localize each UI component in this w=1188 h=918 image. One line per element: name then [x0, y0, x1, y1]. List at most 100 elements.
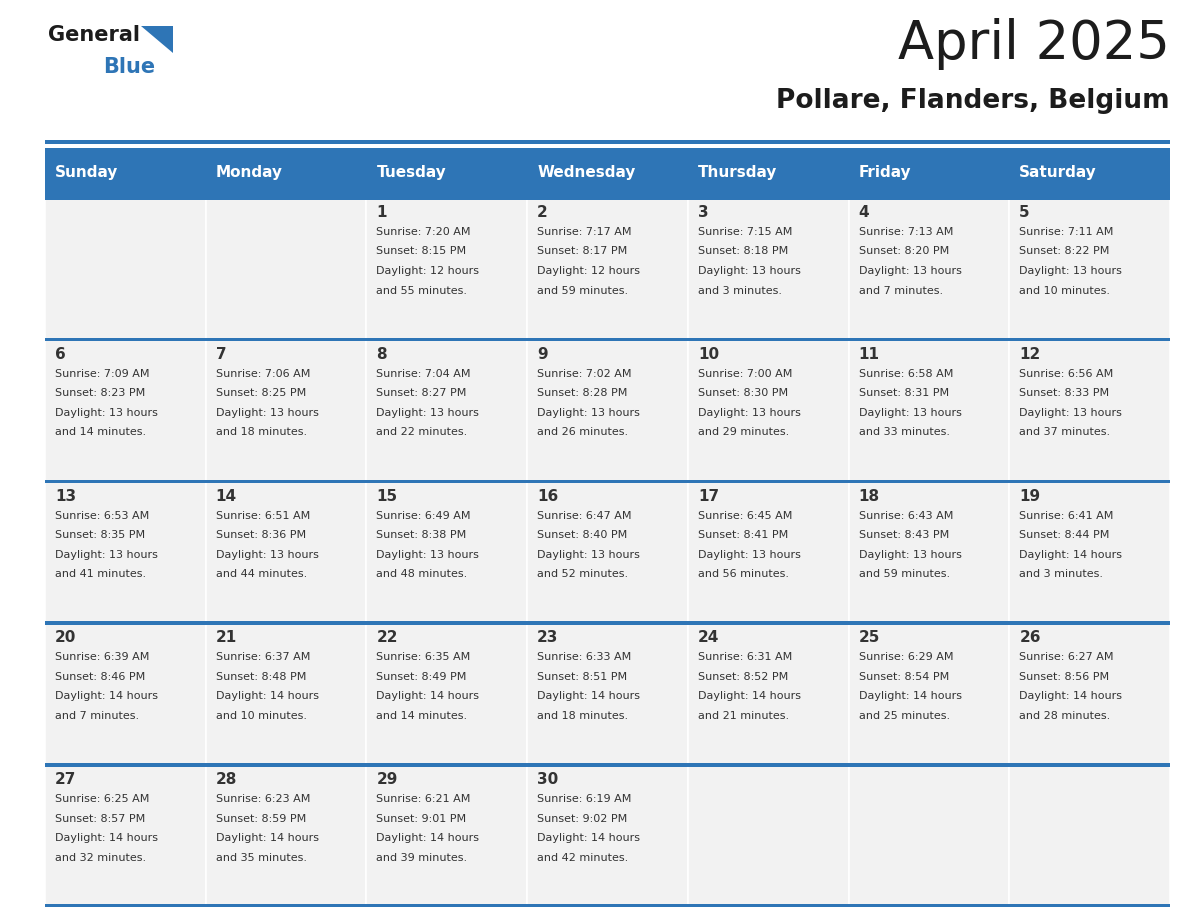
- Text: Friday: Friday: [859, 165, 911, 180]
- Text: and 26 minutes.: and 26 minutes.: [537, 427, 628, 437]
- Text: Daylight: 14 hours: Daylight: 14 hours: [377, 691, 480, 701]
- Bar: [45, 764, 206, 906]
- Text: Daylight: 13 hours: Daylight: 13 hours: [55, 550, 158, 560]
- Text: Sunset: 8:20 PM: Sunset: 8:20 PM: [859, 247, 949, 256]
- Text: and 7 minutes.: and 7 minutes.: [859, 285, 943, 296]
- Text: Sunrise: 6:47 AM: Sunrise: 6:47 AM: [537, 510, 632, 521]
- Text: 9: 9: [537, 347, 548, 362]
- Text: Sunset: 8:15 PM: Sunset: 8:15 PM: [377, 247, 467, 256]
- Text: 14: 14: [216, 488, 236, 504]
- Bar: [366, 622, 527, 764]
- Text: 29: 29: [377, 772, 398, 788]
- Text: 8: 8: [377, 347, 387, 362]
- Text: and 42 minutes.: and 42 minutes.: [537, 853, 628, 863]
- Bar: [848, 481, 1010, 622]
- Text: Pollare, Flanders, Belgium: Pollare, Flanders, Belgium: [777, 88, 1170, 114]
- Text: Sunset: 8:22 PM: Sunset: 8:22 PM: [1019, 247, 1110, 256]
- Text: Sunrise: 7:17 AM: Sunrise: 7:17 AM: [537, 227, 632, 237]
- Text: Saturday: Saturday: [1019, 165, 1097, 180]
- Bar: [45, 196, 1170, 199]
- Text: Sunset: 8:30 PM: Sunset: 8:30 PM: [697, 388, 788, 398]
- Text: Sunrise: 6:21 AM: Sunrise: 6:21 AM: [377, 794, 470, 804]
- Text: 19: 19: [1019, 488, 1041, 504]
- Text: Sunrise: 6:37 AM: Sunrise: 6:37 AM: [216, 653, 310, 663]
- Text: Sunrise: 7:09 AM: Sunrise: 7:09 AM: [55, 369, 150, 379]
- Text: Daylight: 14 hours: Daylight: 14 hours: [55, 834, 158, 844]
- Text: Sunset: 8:57 PM: Sunset: 8:57 PM: [55, 813, 145, 823]
- Text: Daylight: 13 hours: Daylight: 13 hours: [377, 550, 479, 560]
- Text: and 33 minutes.: and 33 minutes.: [859, 427, 949, 437]
- Bar: [1010, 197, 1170, 339]
- Text: Daylight: 12 hours: Daylight: 12 hours: [537, 266, 640, 276]
- Text: Daylight: 13 hours: Daylight: 13 hours: [859, 408, 961, 418]
- Text: and 41 minutes.: and 41 minutes.: [55, 569, 146, 579]
- Text: Daylight: 13 hours: Daylight: 13 hours: [377, 408, 479, 418]
- Text: and 32 minutes.: and 32 minutes.: [55, 853, 146, 863]
- Text: Sunrise: 6:56 AM: Sunrise: 6:56 AM: [1019, 369, 1113, 379]
- Bar: [848, 148, 1010, 197]
- Text: 7: 7: [216, 347, 227, 362]
- Text: and 7 minutes.: and 7 minutes.: [55, 711, 139, 721]
- Text: Daylight: 13 hours: Daylight: 13 hours: [1019, 408, 1123, 418]
- Text: and 37 minutes.: and 37 minutes.: [1019, 427, 1111, 437]
- Bar: [527, 481, 688, 622]
- Text: Sunrise: 6:41 AM: Sunrise: 6:41 AM: [1019, 510, 1113, 521]
- Text: 4: 4: [859, 205, 870, 220]
- Text: Sunrise: 6:35 AM: Sunrise: 6:35 AM: [377, 653, 470, 663]
- Text: and 21 minutes.: and 21 minutes.: [697, 711, 789, 721]
- Text: Sunrise: 7:00 AM: Sunrise: 7:00 AM: [697, 369, 792, 379]
- Text: 2: 2: [537, 205, 548, 220]
- Text: and 25 minutes.: and 25 minutes.: [859, 711, 949, 721]
- Text: 22: 22: [377, 631, 398, 645]
- Text: Daylight: 14 hours: Daylight: 14 hours: [377, 834, 480, 844]
- Text: Daylight: 12 hours: Daylight: 12 hours: [377, 266, 480, 276]
- Text: Daylight: 13 hours: Daylight: 13 hours: [859, 266, 961, 276]
- Text: Sunrise: 6:39 AM: Sunrise: 6:39 AM: [55, 653, 150, 663]
- Text: Sunset: 8:17 PM: Sunset: 8:17 PM: [537, 247, 627, 256]
- Text: Sunset: 8:38 PM: Sunset: 8:38 PM: [377, 530, 467, 540]
- Text: and 52 minutes.: and 52 minutes.: [537, 569, 628, 579]
- Text: Daylight: 14 hours: Daylight: 14 hours: [55, 691, 158, 701]
- Text: April 2025: April 2025: [898, 18, 1170, 70]
- Text: and 10 minutes.: and 10 minutes.: [216, 711, 307, 721]
- Text: Sunset: 8:35 PM: Sunset: 8:35 PM: [55, 530, 145, 540]
- Text: Sunrise: 6:43 AM: Sunrise: 6:43 AM: [859, 510, 953, 521]
- Text: Daylight: 13 hours: Daylight: 13 hours: [1019, 266, 1123, 276]
- Text: Sunset: 8:36 PM: Sunset: 8:36 PM: [216, 530, 305, 540]
- Bar: [45, 479, 1170, 483]
- Text: 17: 17: [697, 488, 719, 504]
- Text: Sunset: 8:48 PM: Sunset: 8:48 PM: [216, 672, 307, 682]
- Text: and 56 minutes.: and 56 minutes.: [697, 569, 789, 579]
- Text: Daylight: 13 hours: Daylight: 13 hours: [55, 408, 158, 418]
- Text: and 35 minutes.: and 35 minutes.: [216, 853, 307, 863]
- Bar: [1010, 481, 1170, 622]
- Bar: [45, 148, 206, 197]
- Text: 20: 20: [55, 631, 76, 645]
- Text: Sunset: 8:40 PM: Sunset: 8:40 PM: [537, 530, 627, 540]
- Text: Sunset: 8:59 PM: Sunset: 8:59 PM: [216, 813, 307, 823]
- Text: Sunrise: 7:15 AM: Sunrise: 7:15 AM: [697, 227, 792, 237]
- Text: 6: 6: [55, 347, 65, 362]
- Text: and 44 minutes.: and 44 minutes.: [216, 569, 307, 579]
- Bar: [206, 339, 366, 481]
- Text: 21: 21: [216, 631, 236, 645]
- Text: 25: 25: [859, 631, 880, 645]
- Text: Sunrise: 6:27 AM: Sunrise: 6:27 AM: [1019, 653, 1114, 663]
- Text: Sunset: 9:01 PM: Sunset: 9:01 PM: [377, 813, 467, 823]
- Bar: [366, 481, 527, 622]
- Text: Sunday: Sunday: [55, 165, 119, 180]
- Bar: [206, 197, 366, 339]
- Text: Sunrise: 6:45 AM: Sunrise: 6:45 AM: [697, 510, 792, 521]
- Text: Sunrise: 7:02 AM: Sunrise: 7:02 AM: [537, 369, 632, 379]
- Text: Sunset: 8:31 PM: Sunset: 8:31 PM: [859, 388, 949, 398]
- Text: Sunset: 8:25 PM: Sunset: 8:25 PM: [216, 388, 307, 398]
- Text: Sunset: 8:56 PM: Sunset: 8:56 PM: [1019, 672, 1110, 682]
- Text: Daylight: 13 hours: Daylight: 13 hours: [537, 550, 640, 560]
- Text: Daylight: 13 hours: Daylight: 13 hours: [697, 408, 801, 418]
- Text: Daylight: 14 hours: Daylight: 14 hours: [537, 691, 640, 701]
- Bar: [45, 339, 206, 481]
- Text: and 3 minutes.: and 3 minutes.: [1019, 569, 1104, 579]
- Text: Thursday: Thursday: [697, 165, 777, 180]
- Text: 23: 23: [537, 631, 558, 645]
- Text: Daylight: 14 hours: Daylight: 14 hours: [216, 691, 318, 701]
